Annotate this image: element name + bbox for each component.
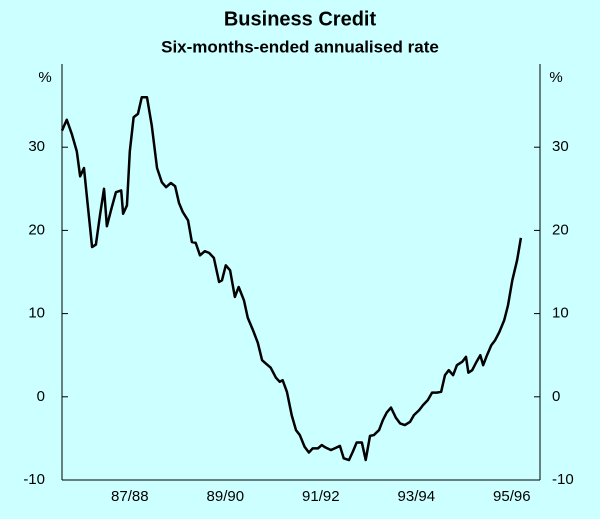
y-tick-label: -10 <box>23 471 45 488</box>
y-tick-label: 30 <box>28 138 45 155</box>
x-tick-label: 89/90 <box>207 488 245 505</box>
x-tick-label: 95/96 <box>493 488 531 505</box>
y2-tick-label: 10 <box>552 305 569 322</box>
y2-tick-label: -10 <box>552 471 574 488</box>
y-tick-label: 20 <box>28 221 45 238</box>
y2-tick-label: 0 <box>552 388 560 405</box>
chart-title: Business Credit <box>224 8 377 30</box>
y2-unit: % <box>549 69 562 86</box>
y2-tick-label: 20 <box>552 221 569 238</box>
x-tick-label: 87/88 <box>111 488 149 505</box>
y-tick-label: 0 <box>37 388 45 405</box>
y-tick-label: 10 <box>28 305 45 322</box>
x-tick-label: 91/92 <box>302 488 340 505</box>
chart-subtitle: Six-months-ended annualised rate <box>161 37 439 56</box>
y2-tick-label: 30 <box>552 138 569 155</box>
x-tick-label: 93/94 <box>398 488 436 505</box>
data-line <box>60 96 523 462</box>
y-unit: % <box>38 69 51 86</box>
